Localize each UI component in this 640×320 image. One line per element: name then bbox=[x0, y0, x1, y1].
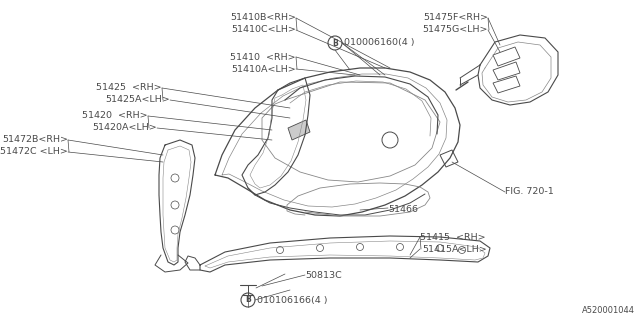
Text: 51475G<LH>: 51475G<LH> bbox=[422, 26, 488, 35]
Text: 51472B<RH>: 51472B<RH> bbox=[2, 135, 68, 145]
Text: 51410  <RH>: 51410 <RH> bbox=[230, 52, 296, 61]
Text: 51410B<RH>: 51410B<RH> bbox=[230, 13, 296, 22]
Text: 51415  <RH>: 51415 <RH> bbox=[420, 233, 486, 242]
Text: 51410A<LH>: 51410A<LH> bbox=[231, 65, 296, 74]
Text: 51472C <LH>: 51472C <LH> bbox=[0, 148, 68, 156]
Text: 51425  <RH>: 51425 <RH> bbox=[97, 84, 162, 92]
Text: 50813C: 50813C bbox=[305, 270, 342, 279]
Text: 010106166(4 ): 010106166(4 ) bbox=[257, 295, 328, 305]
Text: 51475F<RH>: 51475F<RH> bbox=[423, 13, 488, 22]
Text: B: B bbox=[332, 38, 338, 47]
Text: B: B bbox=[245, 295, 251, 305]
Text: FIG. 720-1: FIG. 720-1 bbox=[505, 188, 554, 196]
Text: A520001044: A520001044 bbox=[582, 306, 635, 315]
Text: 51420  <RH>: 51420 <RH> bbox=[83, 111, 148, 121]
Text: 51415A<LH>: 51415A<LH> bbox=[422, 244, 487, 253]
Text: 51410C<LH>: 51410C<LH> bbox=[231, 26, 296, 35]
Text: 51420A<LH>: 51420A<LH> bbox=[92, 124, 157, 132]
Text: 51466: 51466 bbox=[388, 205, 418, 214]
Text: 010006160(4 ): 010006160(4 ) bbox=[344, 38, 415, 47]
Polygon shape bbox=[288, 120, 310, 140]
Text: 51425A<LH>: 51425A<LH> bbox=[105, 95, 170, 105]
